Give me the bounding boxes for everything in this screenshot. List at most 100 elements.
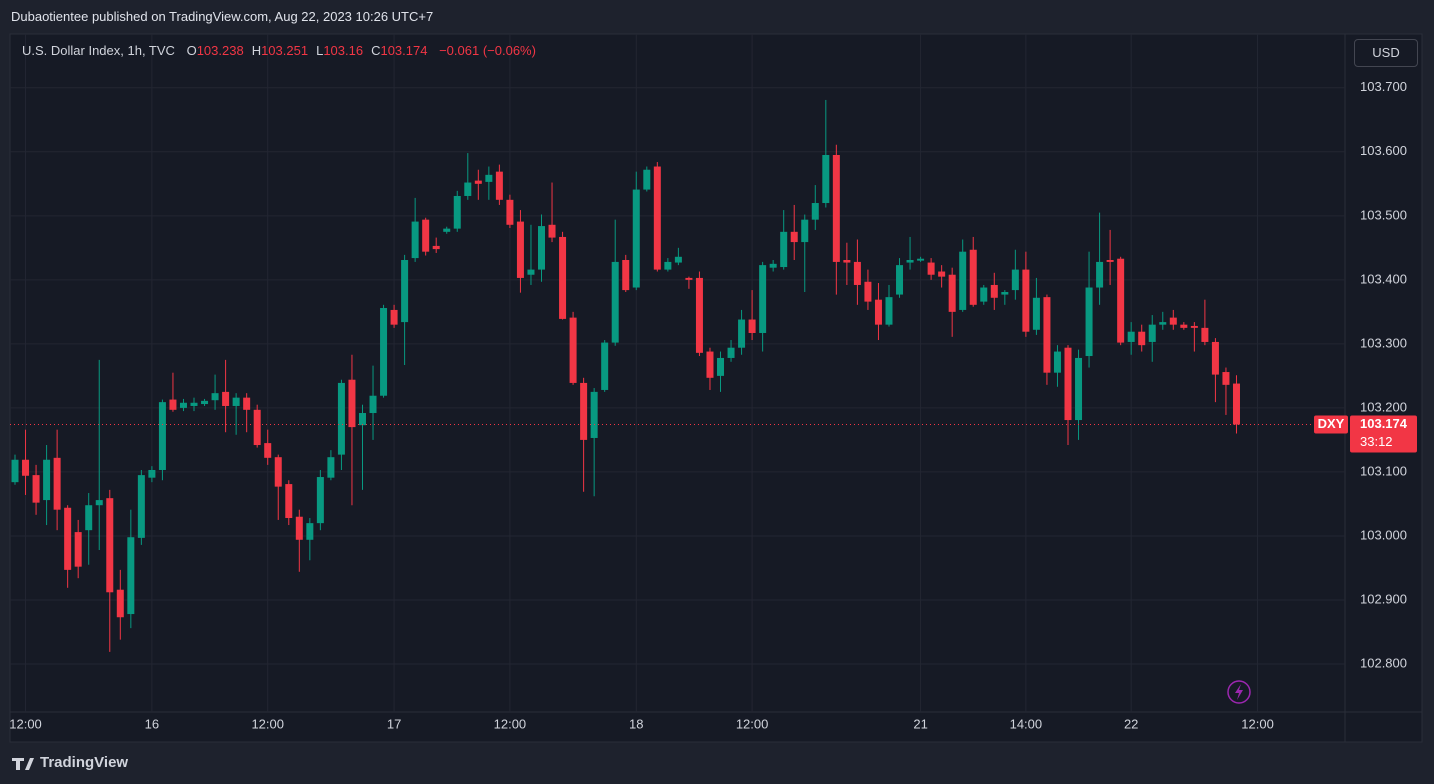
- candle-body: [1222, 372, 1230, 385]
- candle-body: [1169, 317, 1177, 325]
- candle-body: [274, 457, 282, 487]
- currency-button[interactable]: USD: [1354, 39, 1418, 67]
- candle-body: [927, 262, 935, 275]
- x-tick-label: 18: [629, 716, 643, 731]
- candle-body: [622, 260, 630, 291]
- candle-body: [801, 219, 809, 243]
- ohlc-value: 103.238: [196, 43, 244, 58]
- candle-body: [295, 516, 303, 540]
- candle-body: [53, 457, 61, 510]
- x-tick-label: 21: [913, 716, 927, 731]
- symbol-tag-bg: [1314, 415, 1348, 434]
- y-tick-label: 102.900: [1360, 591, 1407, 606]
- alert-icon[interactable]: [1227, 680, 1251, 704]
- alert-bolt: [1235, 684, 1243, 700]
- y-tick-label: 103.100: [1360, 463, 1407, 478]
- grid: [10, 34, 1345, 712]
- candle-body: [1043, 297, 1051, 373]
- candle-body: [1127, 331, 1135, 342]
- candle-body: [95, 500, 103, 506]
- candle-body: [769, 263, 777, 268]
- candle-body: [664, 261, 672, 270]
- candle-body: [559, 236, 567, 319]
- candle-body: [759, 265, 767, 333]
- candle-body: [990, 284, 998, 298]
- candle-body: [169, 399, 177, 410]
- candle-body: [938, 271, 946, 277]
- candle-body: [337, 382, 345, 455]
- ohlc-key: H: [251, 43, 262, 58]
- ohlc-legend: U.S. Dollar Index, 1h, TVC O103.238 H103.…: [22, 43, 536, 58]
- candle-body: [643, 169, 651, 190]
- candle-body: [22, 459, 30, 476]
- candle-body: [748, 319, 756, 333]
- symbol-tag: DXY: [1318, 416, 1345, 431]
- x-tick-label: 22: [1124, 716, 1138, 731]
- candle-body: [569, 317, 577, 383]
- candle-body: [1211, 341, 1219, 375]
- y-tick-label: 103.600: [1360, 143, 1407, 158]
- candle-body: [74, 532, 82, 567]
- candle-body: [106, 498, 114, 593]
- candle-body: [917, 258, 925, 261]
- candle-body: [64, 507, 72, 570]
- candle-body: [832, 155, 840, 262]
- candle-body: [390, 309, 398, 325]
- candle-body: [158, 402, 166, 470]
- change: −0.061 (−0.06%): [439, 43, 536, 58]
- candle-body: [411, 221, 419, 259]
- candle-body: [1064, 347, 1072, 421]
- candle-body: [738, 319, 746, 348]
- ohlc-values: O103.238 H103.251 L103.16 C103.174: [179, 43, 428, 58]
- candle-body: [211, 393, 219, 401]
- ohlc-key: L: [316, 43, 324, 58]
- ohlc-value: 103.251: [261, 43, 309, 58]
- candle-body: [811, 203, 819, 220]
- candle-body: [201, 400, 209, 405]
- candle-body: [1180, 324, 1188, 328]
- candle-body: [232, 397, 240, 406]
- candle-body: [264, 443, 272, 458]
- candle-body: [1138, 331, 1146, 346]
- candle-body: [959, 251, 967, 310]
- candle-body: [874, 299, 882, 325]
- candle-body: [474, 180, 482, 184]
- candle-body: [601, 342, 609, 390]
- x-tick-label: 12:00: [1241, 716, 1274, 731]
- candle-body: [1096, 261, 1104, 288]
- publisher-line: Dubaotientee published on TradingView.co…: [11, 9, 434, 24]
- y-tick-label: 103.700: [1360, 79, 1407, 94]
- candle-body: [222, 391, 230, 406]
- candle-body: [980, 287, 988, 302]
- symbol-title: U.S. Dollar Index, 1h, TVC: [22, 43, 175, 58]
- chart-panel: [9, 33, 1423, 743]
- ohlc-value: 103.174: [380, 43, 428, 58]
- candle-body: [706, 351, 714, 378]
- last-price-bg: [1350, 415, 1417, 453]
- brand-logo: [12, 758, 34, 770]
- y-tick-label: 103.500: [1360, 207, 1407, 222]
- candle-body: [1201, 327, 1209, 342]
- countdown: 33:12: [1360, 434, 1393, 449]
- candle-body: [137, 475, 145, 538]
- candle-body: [611, 261, 619, 343]
- x-tick-label: 12:00: [251, 716, 284, 731]
- candle-body: [443, 228, 451, 232]
- candle-body: [653, 166, 661, 270]
- candle-body: [464, 182, 472, 196]
- candle-body: [316, 477, 324, 524]
- candle-body: [369, 395, 377, 414]
- y-tick-label: 103.200: [1360, 399, 1407, 414]
- candle-body: [11, 459, 19, 483]
- x-tick-label: 14:00: [1010, 716, 1043, 731]
- candle-body: [853, 261, 861, 285]
- ohlc-value: 103.16: [323, 43, 364, 58]
- candle-body: [148, 469, 156, 478]
- candle-body: [717, 357, 725, 376]
- candle-body: [727, 347, 735, 358]
- candle-body: [495, 171, 503, 200]
- x-tick-label: 12:00: [736, 716, 769, 731]
- candle-body: [843, 260, 851, 263]
- candle-body: [327, 457, 335, 478]
